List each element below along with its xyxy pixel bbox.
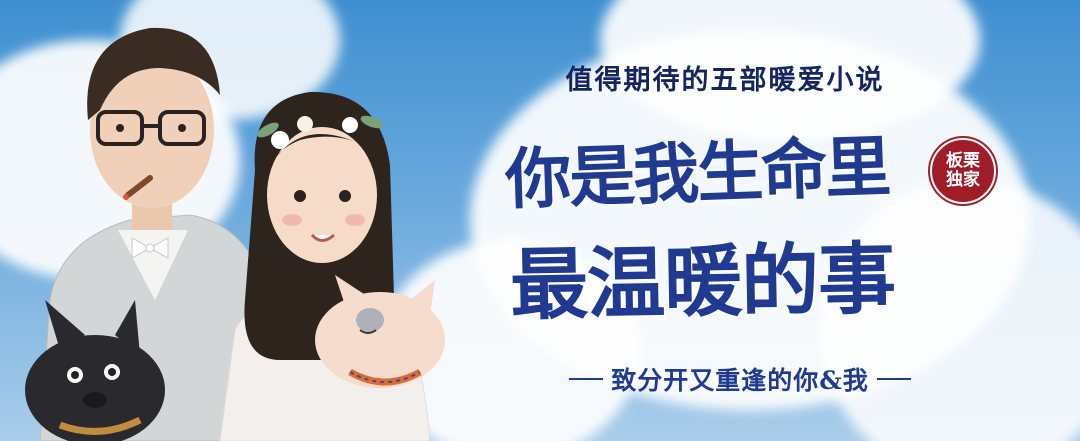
title-line-2: 最温暖的事 — [509, 233, 896, 332]
cloud — [820, 180, 1080, 441]
tagline-dash-left — [569, 378, 604, 380]
pink-pet — [315, 275, 445, 388]
bow-tie — [131, 237, 169, 259]
seal-text: 板栗独家 — [946, 151, 980, 190]
flower-crown — [257, 115, 384, 149]
tagline-text: 致分开又重逢的你&我 — [611, 366, 869, 395]
title-line-1: 你是我生命里 — [503, 127, 891, 219]
black-dog — [25, 300, 165, 441]
tagline: 致分开又重逢的你&我 — [530, 362, 950, 396]
glasses — [96, 110, 206, 146]
subtitle: 值得期待的五部暖爱小说 — [565, 65, 885, 96]
exclusive-seal: 板栗独家 — [930, 138, 996, 204]
tagline-dash-right — [876, 378, 911, 380]
